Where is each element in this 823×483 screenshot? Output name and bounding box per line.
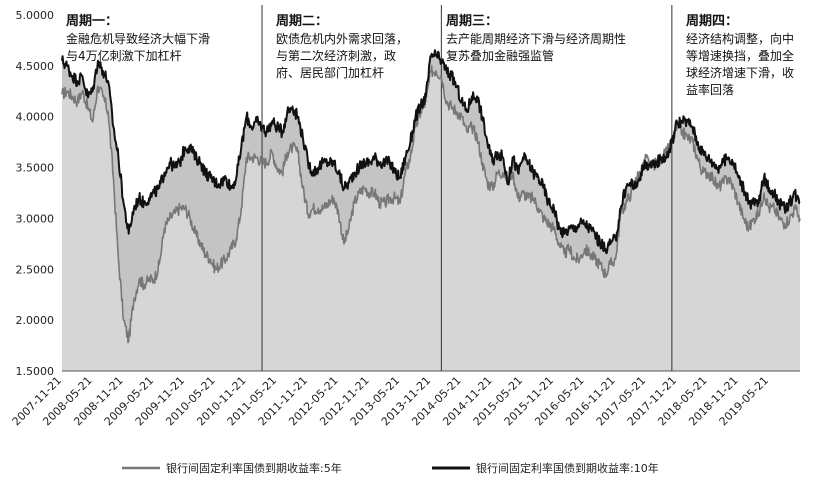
annotation-line: 府、居民部门加杠杆 <box>276 65 384 80</box>
annotation-title: 周期三： <box>446 14 498 29</box>
series-line-1 <box>61 49 801 255</box>
annotation-title: 周期四： <box>686 14 738 29</box>
period-annotation-2: 周期二： 欧债危机内外需求回落， 与第二次经济刺激，政府、居民部门加杠杆 <box>276 14 408 80</box>
y-tick-label: 4.5000 <box>16 60 55 73</box>
annotation-line: 欧债危机内外需求回落， <box>276 32 408 46</box>
legend-label: 银行间固定利率国债到期收益率:5年 <box>166 461 342 475</box>
series-area-0 <box>62 65 800 371</box>
annotation-title: 周期一： <box>66 14 118 29</box>
annotation-line: 复苏叠加金融强监管 <box>446 48 554 63</box>
y-tick-label: 5.0000 <box>16 9 55 22</box>
annotation-line: 球经济增速下滑，收 <box>686 65 794 80</box>
annotation-line: 等增速换挡，叠加全 <box>686 48 794 63</box>
y-tick-label: 3.0000 <box>16 212 55 225</box>
legend: 银行间固定利率国债到期收益率:5年 银行间固定利率国债到期收益率:10年 <box>122 461 659 475</box>
legend-label: 银行间固定利率国债到期收益率:10年 <box>476 461 659 475</box>
y-tick-label: 1.5000 <box>16 365 55 378</box>
legend-item-1: 银行间固定利率国债到期收益率:10年 <box>432 461 659 475</box>
series-line-0 <box>61 64 801 344</box>
y-tick-label: 2.5000 <box>16 263 55 276</box>
annotation-line: 与4万亿刺激下加杠杆 <box>66 48 182 63</box>
y-tick-label: 4.0000 <box>16 111 55 124</box>
period-dividers <box>261 5 673 371</box>
annotation-line: 益率回落 <box>686 82 734 97</box>
y-tick-label: 3.5000 <box>16 162 55 175</box>
series-lines <box>61 49 801 344</box>
annotation-title: 周期二： <box>276 14 328 29</box>
area-fill-layer <box>62 50 800 371</box>
y-tick-label: 2.0000 <box>16 314 55 327</box>
annotation-line: 经济结构调整，向中 <box>686 31 794 46</box>
annotation-line: 与第二次经济刺激，政 <box>276 48 396 63</box>
legend-item-0: 银行间固定利率国债到期收益率:5年 <box>122 461 342 475</box>
annotation-line: 金融危机导致经济大幅下滑 <box>66 31 210 46</box>
annotation-line: 去产能周期经济下滑与经济周期性 <box>446 31 626 46</box>
